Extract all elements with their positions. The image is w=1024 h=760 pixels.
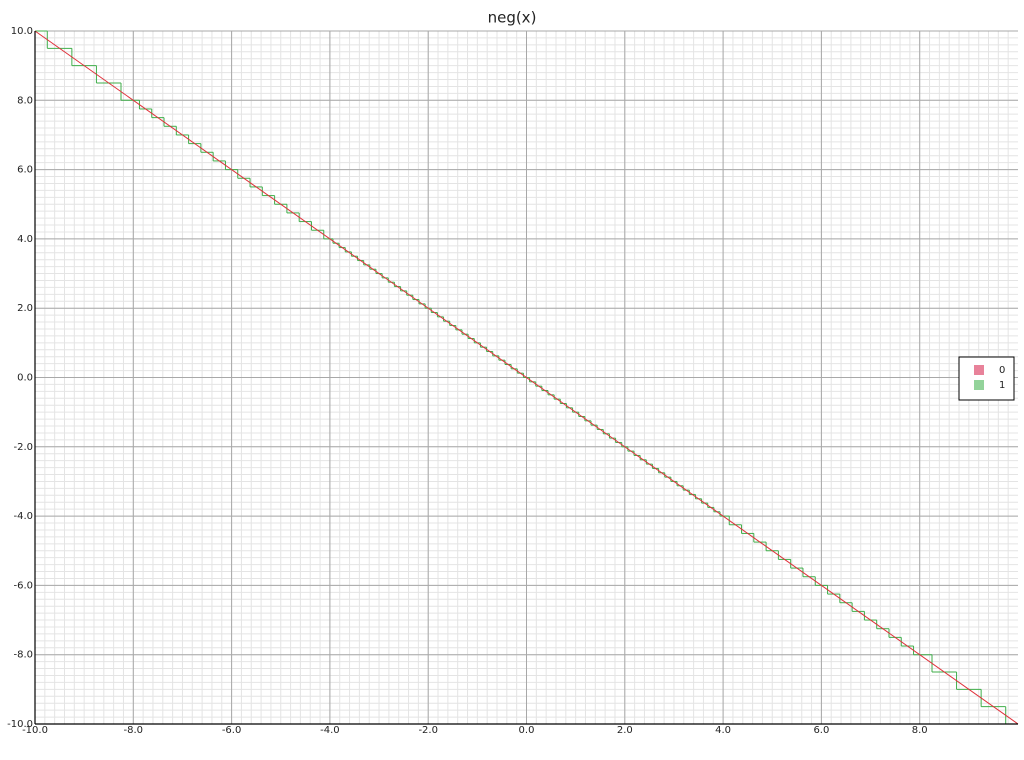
y-tick-label: -2.0	[13, 442, 33, 453]
x-tick-label: 6.0	[813, 725, 829, 736]
y-tick-label: -6.0	[13, 580, 33, 591]
y-tick-label: 0.0	[17, 373, 33, 384]
x-tick-label: -10.0	[22, 725, 48, 736]
y-tick-label: 6.0	[17, 165, 33, 176]
x-tick-label: 8.0	[912, 725, 928, 736]
x-tick-label: 4.0	[715, 725, 731, 736]
x-tick-label: -2.0	[418, 725, 438, 736]
legend-label: 0	[999, 365, 1005, 376]
y-tick-label: 2.0	[17, 303, 33, 314]
plot-area	[34, 30, 1019, 725]
y-tick-label: -8.0	[13, 650, 33, 661]
legend-label: 1	[999, 380, 1005, 391]
y-tick-label: 8.0	[17, 95, 33, 106]
y-tick-label: 10.0	[11, 26, 33, 37]
y-tick-label: -4.0	[13, 511, 33, 522]
x-tick-label: 2.0	[617, 725, 633, 736]
x-tick-label: -4.0	[320, 725, 340, 736]
major-grid	[34, 30, 1018, 725]
x-tick-label: -8.0	[124, 725, 144, 736]
y-tick-label: -10.0	[7, 719, 33, 730]
legend-swatch	[974, 365, 984, 375]
x-tick-label: -6.0	[222, 725, 242, 736]
series-line	[34, 30, 1019, 725]
x-tick-label: 0.0	[519, 725, 535, 736]
legend-swatch	[974, 380, 984, 390]
legend-box	[958, 356, 1015, 401]
chart-title: neg(x)	[488, 9, 537, 27]
y-tick-label: 4.0	[17, 234, 33, 245]
